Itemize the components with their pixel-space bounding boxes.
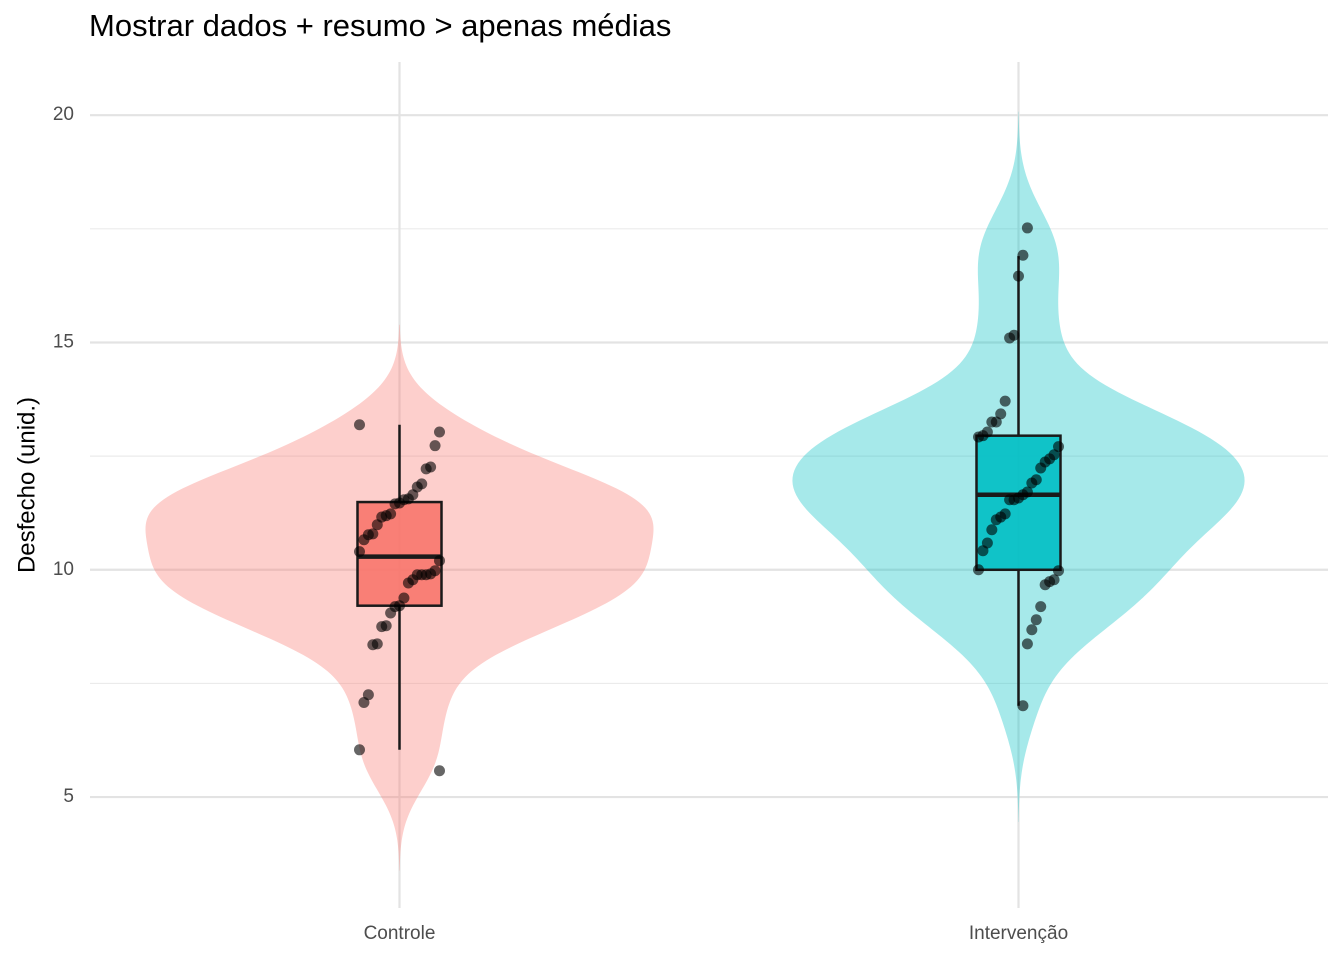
data-point (376, 621, 388, 633)
data-point (354, 546, 365, 558)
y-tick-label: 10 (53, 559, 74, 580)
data-point (1053, 441, 1064, 453)
data-point (973, 564, 984, 576)
box (356, 500, 443, 607)
data-point (999, 395, 1011, 407)
data-point (1035, 601, 1047, 613)
data-point (354, 419, 365, 431)
data-point (1026, 624, 1038, 636)
y-tick-label: 20 (53, 104, 74, 125)
data-point (1053, 565, 1064, 577)
x-tick-label: Intervenção (969, 923, 1068, 944)
data-point (990, 514, 1002, 526)
chart-title: Mostrar dados + resumo > apenas médias (89, 8, 671, 43)
data-point (1004, 494, 1016, 506)
data-point (977, 545, 989, 557)
data-point (1017, 249, 1029, 261)
data-point (434, 765, 445, 777)
y-axis-label: Desfecho (unid.) (13, 397, 40, 573)
data-point (1026, 477, 1038, 489)
data-point (358, 697, 370, 709)
data-point (1017, 700, 1029, 712)
data-point (420, 463, 432, 475)
y-tick-label: 15 (53, 332, 74, 353)
data-point (434, 426, 445, 438)
data-point (354, 744, 365, 756)
data-point (1030, 614, 1042, 626)
data-point (1004, 332, 1016, 344)
data-point (389, 498, 401, 510)
data-point (995, 408, 1007, 420)
data-point (385, 607, 397, 619)
data-point (1021, 638, 1033, 650)
data-point (367, 639, 379, 651)
x-tick-label: Controle (364, 923, 436, 944)
data-point (1035, 462, 1047, 474)
data-point (358, 534, 370, 546)
data-point (1013, 270, 1024, 282)
data-point (986, 524, 998, 536)
data-point (429, 440, 441, 452)
data-point (1021, 222, 1033, 234)
data-point (434, 555, 445, 567)
y-tick-label: 5 (63, 786, 74, 807)
data-point (986, 416, 998, 428)
data-point (1039, 579, 1051, 591)
data-point (402, 577, 414, 589)
data-point (973, 431, 984, 443)
data-point (371, 519, 383, 531)
